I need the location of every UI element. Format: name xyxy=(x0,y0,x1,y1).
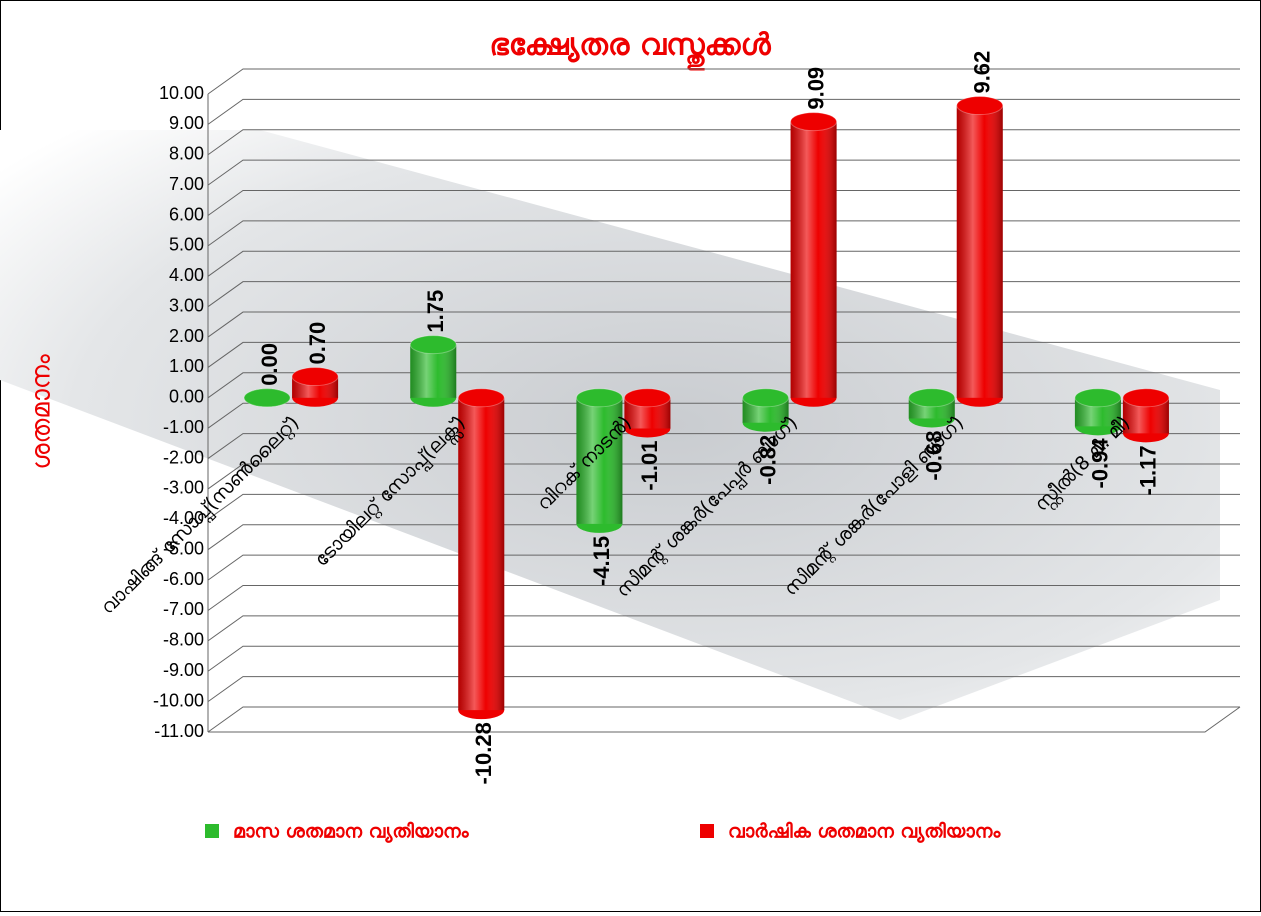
y-tick-label: 10.00 xyxy=(159,83,204,103)
y-tick-label: 8.00 xyxy=(169,144,204,164)
grid-line xyxy=(207,493,1240,520)
bar-top xyxy=(1122,388,1170,408)
bar xyxy=(575,388,623,533)
data-label: -0.68 xyxy=(922,430,947,480)
data-label: -1.01 xyxy=(637,440,662,490)
y-tick-label: 2.00 xyxy=(169,326,204,346)
y-tick-label: -3.00 xyxy=(163,478,204,498)
bar-top xyxy=(409,335,457,355)
legend-label: മാസ ശതമാന വ്യതിയാനം xyxy=(233,821,470,844)
bar-top xyxy=(790,112,838,132)
grid-line xyxy=(207,372,1240,399)
data-label: 9.09 xyxy=(803,67,828,110)
grid-line xyxy=(207,615,1240,642)
y-tick-label: 6.00 xyxy=(169,204,204,224)
bar-shade xyxy=(576,397,623,524)
bars xyxy=(243,96,1170,720)
bar xyxy=(956,96,1004,407)
grid-line xyxy=(207,68,1240,95)
bar-top xyxy=(956,96,1004,116)
y-tick-label: 4.00 xyxy=(169,265,204,285)
grid-line xyxy=(207,402,1240,429)
legend-swatch xyxy=(205,824,219,838)
y-tick-label: 5.00 xyxy=(169,235,204,255)
grid-line xyxy=(207,220,1240,247)
data-label: 9.62 xyxy=(970,51,995,94)
data-label: -0.94 xyxy=(1088,438,1113,489)
data-label: 0.70 xyxy=(305,322,330,365)
grid-line xyxy=(207,281,1240,308)
grid-line xyxy=(207,645,1240,672)
bar xyxy=(243,388,291,408)
y-tick-label: 3.00 xyxy=(169,295,204,315)
data-label: -1.17 xyxy=(1136,445,1161,495)
y-tick-label: -6.00 xyxy=(163,569,204,589)
y-tick-label: -5.00 xyxy=(163,538,204,558)
grid-line xyxy=(207,463,1240,490)
grid-line xyxy=(207,190,1240,216)
grid-line xyxy=(207,706,1240,733)
bar-top xyxy=(575,388,623,408)
legend-swatch xyxy=(700,824,714,838)
y-tick-label: -9.00 xyxy=(163,660,204,680)
y-tick-label: -8.00 xyxy=(163,630,204,650)
grid-line xyxy=(207,159,1240,186)
grid: -11.00 -10.00 -9.00 -8.00 -7.00 -6.00 -5.00 -4.… xyxy=(153,68,1241,741)
y-tick-label: -7.00 xyxy=(163,599,204,619)
y-tick-label: 1.00 xyxy=(169,356,204,376)
bar xyxy=(623,388,671,438)
bar-top xyxy=(908,388,956,408)
bar-shade xyxy=(790,121,837,398)
bar-top xyxy=(243,388,291,408)
bar xyxy=(457,388,505,720)
y-tick-label: -11.00 xyxy=(154,721,204,741)
bar xyxy=(1122,388,1170,443)
y-tick-label: 9.00 xyxy=(169,113,204,133)
data-label: -4.15 xyxy=(589,536,614,586)
floor xyxy=(208,706,1241,733)
bar xyxy=(742,388,790,432)
bar xyxy=(908,388,956,428)
bar-shade xyxy=(458,397,505,711)
data-label: -0.82 xyxy=(755,435,780,485)
grid-line xyxy=(207,341,1240,368)
y-tick-label: -1.00 xyxy=(163,417,204,437)
bar xyxy=(291,367,339,407)
bar-top xyxy=(623,388,671,408)
data-label: 0.00 xyxy=(257,343,282,386)
bar-top xyxy=(457,388,505,408)
grid-line xyxy=(207,311,1240,338)
data-label: -10.28 xyxy=(471,722,496,784)
y-tick-label: 7.00 xyxy=(169,174,204,194)
y-tick-label: -2.00 xyxy=(163,447,204,467)
grid-line xyxy=(207,129,1240,156)
bar xyxy=(1074,388,1122,436)
bar-top xyxy=(1074,388,1122,408)
grid-line xyxy=(207,554,1240,581)
y-axis-label: ശതമാനം xyxy=(27,354,57,470)
grid-line xyxy=(207,98,1240,125)
bar-top xyxy=(291,367,339,387)
grid-line xyxy=(207,433,1240,459)
grid-line xyxy=(207,584,1240,611)
bar xyxy=(790,112,838,407)
bar-top xyxy=(742,388,790,408)
data-label: 1.75 xyxy=(423,290,448,333)
grid-line xyxy=(207,250,1240,277)
y-tick-label: -10.00 xyxy=(153,690,204,710)
bar xyxy=(409,335,457,407)
y-tick-label: 0.00 xyxy=(169,387,204,407)
legend-label: വാർഷിക ശതമാന വ്യതിയാനം xyxy=(728,821,1001,844)
grid-line xyxy=(207,676,1240,703)
grid-line xyxy=(207,524,1240,551)
y-tick-label: -4.00 xyxy=(163,508,204,528)
bar-shade xyxy=(956,105,1003,398)
